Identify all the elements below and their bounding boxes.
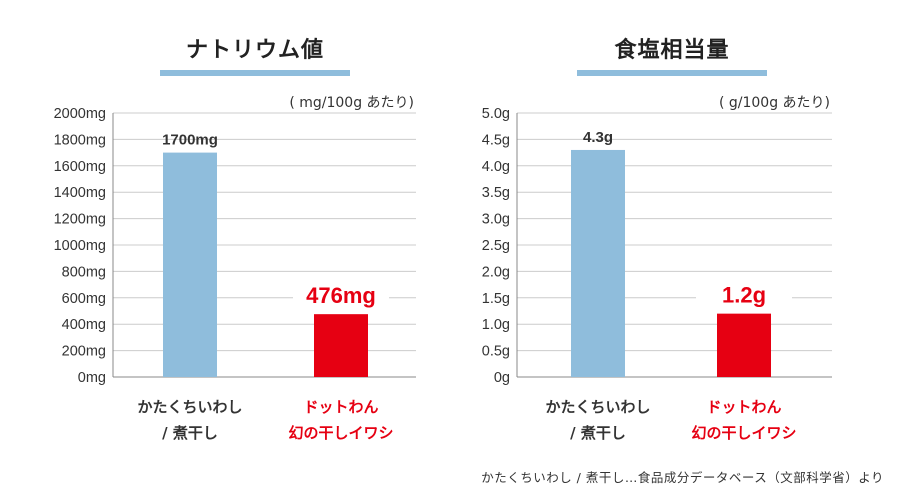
x-category-label: / 煮干し bbox=[570, 424, 626, 442]
y-tick-label: 2000mg bbox=[54, 106, 106, 122]
sodium-title-underline bbox=[160, 70, 350, 76]
unit-note: ( mg/100g あたり) bbox=[289, 95, 414, 111]
x-category-label: / 煮干し bbox=[162, 424, 218, 442]
y-tick-label: 4.0g bbox=[482, 159, 510, 175]
y-tick-label: 1600mg bbox=[54, 159, 106, 175]
y-tick-label: 0.5g bbox=[482, 344, 510, 360]
data-label: 476mg bbox=[306, 283, 376, 308]
x-category-label: ドットわん bbox=[303, 398, 378, 416]
x-category-label: かたくちいわし bbox=[545, 398, 650, 416]
x-category-label: かたくちいわし bbox=[137, 398, 242, 416]
y-tick-label: 1400mg bbox=[54, 185, 106, 201]
x-category-label: 幻の干しイワシ bbox=[691, 424, 796, 442]
data-label-background bbox=[293, 278, 389, 311]
salt-chart-title: 食塩相当量 bbox=[614, 38, 730, 63]
y-tick-label: 3.0g bbox=[482, 212, 510, 228]
unit-note: ( g/100g あたり) bbox=[719, 95, 830, 111]
data-label-background bbox=[696, 277, 792, 310]
x-category-label: 幻の干しイワシ bbox=[288, 424, 393, 442]
y-tick-label: 400mg bbox=[62, 317, 106, 333]
salt-title-underline bbox=[577, 70, 767, 76]
data-label: 1700mg bbox=[162, 132, 218, 149]
y-tick-label: 800mg bbox=[62, 264, 106, 280]
bar bbox=[163, 152, 217, 377]
bar bbox=[314, 314, 368, 377]
data-label: 4.3g bbox=[583, 129, 613, 146]
y-tick-label: 1800mg bbox=[54, 132, 106, 148]
y-tick-label: 1000mg bbox=[54, 238, 106, 254]
y-tick-label: 2.5g bbox=[482, 238, 510, 254]
y-tick-label: 600mg bbox=[62, 291, 106, 307]
y-tick-label: 0g bbox=[494, 370, 510, 386]
y-tick-label: 3.5g bbox=[482, 185, 510, 201]
data-label: 1.2g bbox=[722, 283, 766, 308]
y-tick-label: 1.5g bbox=[482, 291, 510, 307]
y-tick-label: 200mg bbox=[62, 344, 106, 360]
y-tick-label: 2.0g bbox=[482, 264, 510, 280]
sodium-chart-title: ナトリウム値 bbox=[185, 38, 324, 63]
bar bbox=[571, 149, 625, 377]
y-tick-label: 0mg bbox=[78, 370, 106, 386]
source-note: かたくちいわし / 煮干し…食品成分データベース（文部科学省）より bbox=[481, 470, 884, 485]
y-tick-label: 1200mg bbox=[54, 212, 106, 228]
y-tick-label: 1.0g bbox=[482, 317, 510, 333]
y-tick-label: 4.5g bbox=[482, 132, 510, 148]
bar bbox=[717, 313, 771, 377]
x-category-label: ドットわん bbox=[706, 398, 781, 416]
y-tick-label: 5.0g bbox=[482, 106, 510, 122]
